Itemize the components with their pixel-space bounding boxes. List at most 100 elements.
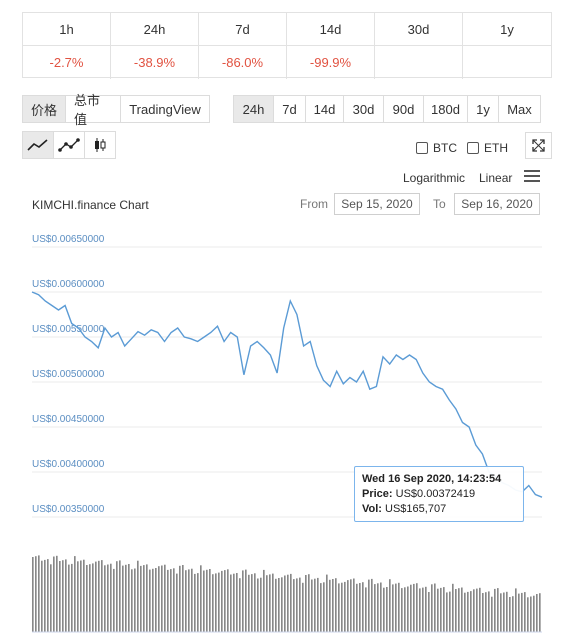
- volume-bar: [311, 579, 313, 632]
- change-value-24h: -38.9%: [111, 46, 199, 79]
- tooltip-price-row: Price: US$0.00372419: [362, 487, 516, 502]
- volume-bar: [146, 564, 148, 632]
- volume-bar: [254, 573, 256, 632]
- volume-bar: [131, 569, 133, 632]
- volume-bar: [98, 560, 100, 632]
- range-30d-button[interactable]: 30d: [343, 95, 384, 123]
- volume-bar: [509, 597, 511, 632]
- y-axis-labels: US$0.00650000 US$0.00600000 US$0.00550000 U…: [32, 234, 105, 515]
- range-max-button[interactable]: Max: [498, 95, 541, 123]
- price-line: [31, 291, 543, 498]
- volume-bar: [239, 578, 241, 632]
- range-7d-button[interactable]: 7d: [273, 95, 306, 123]
- volume-bar: [86, 565, 88, 632]
- volume-bar: [407, 586, 409, 632]
- linear-scale-button[interactable]: Linear: [479, 171, 513, 185]
- volume-bar: [77, 561, 79, 632]
- volume-bar: [419, 588, 421, 632]
- volume-bar: [230, 574, 232, 632]
- volume-bar: [170, 569, 172, 632]
- from-date-input[interactable]: Sep 15, 2020: [334, 193, 420, 215]
- range-180d-button[interactable]: 180d: [423, 95, 468, 123]
- point-line-icon: [58, 138, 80, 152]
- volume-bar: [449, 591, 451, 632]
- volume-bar: [467, 591, 469, 632]
- candlestick-icon: [95, 138, 106, 152]
- volume-bar: [164, 564, 166, 632]
- volume-bar: [272, 573, 274, 632]
- volume-bar: [224, 570, 226, 632]
- volume-bar: [464, 592, 466, 632]
- volume-bar: [293, 579, 295, 632]
- volume-bar: [353, 578, 355, 632]
- volume-bar: [101, 560, 103, 632]
- volume-bar: [104, 565, 106, 632]
- volume-bar: [245, 569, 247, 632]
- volume-bar: [173, 568, 175, 632]
- volume-bar: [290, 573, 292, 632]
- line-chart-button[interactable]: [22, 131, 54, 159]
- volume-bar: [494, 588, 496, 632]
- candlestick-chart-button[interactable]: [84, 131, 116, 159]
- tooltip-price: US$0.00372419: [395, 488, 476, 500]
- tooltip-vol-label: Vol:: [362, 503, 382, 515]
- y-tick-label: US$0.00500000: [32, 369, 105, 380]
- volume-bar: [179, 565, 181, 632]
- price-change-table: 1h 24h 7d 14d 30d 1y -2.7% -38.9% -86.0%…: [22, 12, 552, 79]
- volume-bar: [527, 597, 529, 632]
- range-24h-button[interactable]: 24h: [233, 95, 274, 123]
- tooltip-vol: US$165,707: [385, 503, 447, 515]
- volume-bar: [392, 584, 394, 632]
- volume-bar: [287, 574, 289, 632]
- tab-price[interactable]: 价格: [22, 95, 66, 123]
- volume-bar: [536, 594, 538, 632]
- volume-bar: [194, 573, 196, 632]
- to-label: To: [433, 197, 446, 211]
- change-value-30d: [375, 46, 463, 79]
- volume-bar: [197, 573, 199, 632]
- volume-bars: [32, 555, 541, 632]
- volume-bar: [122, 565, 124, 632]
- volume-bar: [113, 568, 115, 632]
- chart-menu-icon[interactable]: [524, 170, 540, 185]
- volume-bar: [482, 593, 484, 632]
- volume-bar: [200, 565, 202, 632]
- point-chart-button[interactable]: [53, 131, 85, 159]
- compare-btc-checkbox[interactable]: BTC: [416, 141, 457, 155]
- volume-bar: [434, 583, 436, 632]
- volume-bar: [257, 578, 259, 632]
- volume-bar: [386, 587, 388, 632]
- range-1y-button[interactable]: 1y: [467, 95, 499, 123]
- volume-bar: [395, 583, 397, 632]
- y-tick-label: US$0.00350000: [32, 504, 105, 515]
- compare-eth-checkbox[interactable]: ETH: [467, 141, 508, 155]
- volume-bar: [425, 586, 427, 632]
- volume-bar: [377, 583, 379, 632]
- fullscreen-button[interactable]: [525, 132, 552, 159]
- checkbox-box: [416, 142, 428, 154]
- tab-tradingview[interactable]: TradingView: [120, 95, 210, 123]
- volume-bar: [242, 570, 244, 632]
- volume-bar: [155, 568, 157, 632]
- volume-bar: [530, 596, 532, 632]
- period-header-24h: 24h: [111, 13, 199, 46]
- view-tabs: 价格 总市值 TradingView: [22, 93, 210, 127]
- volume-bar: [413, 583, 415, 632]
- volume-bar: [215, 573, 217, 632]
- volume-bar: [38, 555, 40, 632]
- volume-bar: [218, 572, 220, 632]
- range-14d-button[interactable]: 14d: [305, 95, 344, 123]
- range-90d-button[interactable]: 90d: [383, 95, 424, 123]
- volume-bar: [488, 591, 490, 632]
- logarithmic-scale-button[interactable]: Logarithmic: [403, 171, 466, 185]
- to-date-input[interactable]: Sep 16, 2020: [454, 193, 540, 215]
- y-tick-label: US$0.00550000: [32, 324, 105, 335]
- tab-market-cap[interactable]: 总市值: [65, 93, 121, 127]
- chart-type-selector: [22, 131, 116, 159]
- volume-bar: [518, 593, 520, 632]
- y-tick-label: US$0.00450000: [32, 414, 105, 425]
- volume-bar: [404, 587, 406, 632]
- volume-bar: [149, 569, 151, 632]
- volume-bar: [203, 570, 205, 632]
